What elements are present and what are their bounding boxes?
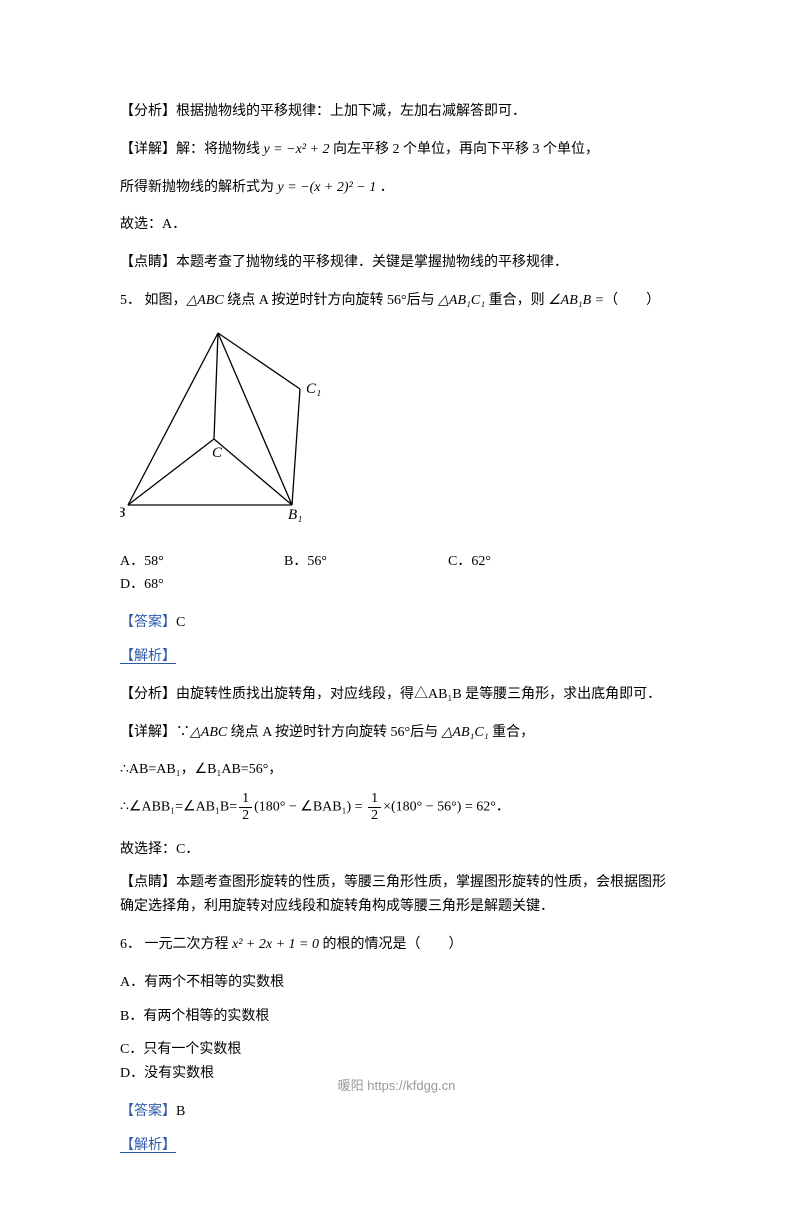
q5-det-abc: △ABC	[190, 725, 227, 740]
conclude-text: 故选：A．	[120, 217, 186, 232]
point-label2: 【点睛】	[120, 875, 176, 890]
q5-post: （ ）	[604, 293, 660, 308]
q5-num: 5．	[120, 293, 141, 308]
point-label: 【点睛】	[120, 255, 176, 270]
conclude-line: 故选：A．	[120, 213, 673, 237]
result-eq: y = −(x + 2)² − 1	[278, 180, 377, 195]
q5-mid2: 重合，则	[485, 293, 548, 308]
q5-optB: B．56°	[284, 550, 448, 574]
q5-l3-pre: ∴∠ABB₁=∠AB₁B=	[120, 800, 237, 815]
detail-label: 【详解】	[120, 142, 176, 157]
answer-label2: 【答案】	[120, 1104, 176, 1119]
q6-optB: B．有两个相等的实数根	[120, 1005, 400, 1029]
q6-post: 的根的情况是（ ）	[319, 937, 463, 952]
analysis-label2: 【分析】	[120, 687, 176, 702]
q5-line2-text: ∴AB=AB₁，∠B₁AB=56°，	[120, 762, 282, 777]
q5-line2: ∴AB=AB₁，∠B₁AB=56°，	[120, 758, 673, 782]
result-pre: 所得新抛物线的解析式为	[120, 180, 278, 195]
svg-text:C₁: C₁	[306, 381, 321, 397]
svg-text:A: A	[213, 327, 224, 331]
frac-half-1: 12	[239, 792, 252, 823]
q6-answer-val: B	[176, 1104, 185, 1119]
q5-l3-mid: (180° − ∠BAB₁) =	[254, 800, 366, 815]
q5-point: 【点睛】本题考查图形旋转的性质，等腰三角形性质，掌握图形旋转的性质，会根据图形确…	[120, 871, 673, 919]
footer-text: 暖阳 https://kfdgg.cn	[338, 1078, 456, 1093]
detail-eq: y = −x² + 2	[264, 142, 330, 157]
svg-text:C: C	[212, 445, 223, 461]
q5-l3-post: ．	[496, 800, 510, 815]
q6-eq: x² + 2x + 1 = 0	[232, 937, 319, 952]
q5-det-pre: ∵	[176, 725, 190, 740]
q5-answer-val: C	[176, 615, 185, 630]
q5-optA: A．58°	[120, 550, 284, 574]
q5-angle: ∠AB₁B =	[548, 293, 604, 308]
q5-options: A．58° B．56° C．62° D．68°	[120, 550, 673, 598]
q5-l3-mid2: ×(180° − 56°) = 62°	[383, 800, 496, 815]
detail-block: 【详解】解：将抛物线 y = −x² + 2 向左平移 2 个单位，再向下平移 …	[120, 138, 673, 162]
detail-text-post: 向左平移 2 个单位，再向下平移 3 个单位，	[329, 142, 599, 157]
q6-jiexi: 【解析】	[120, 1134, 673, 1158]
q5-stem: 5． 如图，△ABC 绕点 A 按逆时针方向旋转 56°后与 △AB₁C₁ 重合…	[120, 289, 673, 313]
answer-label: 【答案】	[120, 615, 176, 630]
q5-conc-text: 故选择：C．	[120, 842, 199, 857]
jiexi-label2: 【解析】	[120, 1138, 176, 1153]
frac-half-2: 12	[368, 792, 381, 823]
analysis-label: 【分析】	[120, 104, 176, 119]
q5-pre: 如图，	[145, 293, 187, 308]
q5-det-post: 重合，	[489, 725, 535, 740]
q5-abc: △ABC	[187, 293, 224, 308]
q5-jiexi: 【解析】	[120, 645, 673, 669]
q5-detail: 【详解】∵△ABC 绕点 A 按逆时针方向旋转 56°后与 △AB₁C₁ 重合，	[120, 721, 673, 745]
triangle-svg: A B B₁ C C₁	[120, 327, 330, 527]
analysis-block: 【分析】根据抛物线的平移规律：上加下减，左加右减解答即可．	[120, 100, 673, 124]
q5-tri2: △AB₁C₁	[438, 293, 485, 308]
q5-mid: 绕点 A 按逆时针方向旋转 56°后与	[224, 293, 438, 308]
q5-det-tri2: △AB₁C₁	[442, 725, 489, 740]
q5-optC: C．62°	[448, 550, 612, 574]
q5-analysis: 【分析】由旋转性质找出旋转角，对应线段，得△AB₁B 是等腰三角形，求出底角即可…	[120, 683, 673, 707]
q6-num: 6．	[120, 937, 141, 952]
analysis-text: 根据抛物线的平移规律：上加下减，左加右减解答即可．	[176, 104, 526, 119]
q5-det-mid: 绕点 A 按逆时针方向旋转 56°后与	[227, 725, 441, 740]
q5-analysis-text: 由旋转性质找出旋转角，对应线段，得△AB₁B 是等腰三角形，求出底角即可．	[176, 687, 661, 702]
q5-line3: ∴∠ABB₁=∠AB₁B=12(180° − ∠BAB₁) = 12×(180°…	[120, 792, 673, 824]
q5-diagram: A B B₁ C C₁	[120, 327, 673, 536]
q5-answer: 【答案】C	[120, 611, 673, 635]
q6-stem: 6． 一元二次方程 x² + 2x + 1 = 0 的根的情况是（ ）	[120, 933, 673, 957]
q5-point-text: 本题考查图形旋转的性质，等腰三角形性质，掌握图形旋转的性质，会根据图形确定选择角…	[120, 875, 666, 914]
detail-label2: 【详解】	[120, 725, 176, 740]
page-content: 【分析】根据抛物线的平移规律：上加下减，左加右减解答即可． 【详解】解：将抛物线…	[0, 0, 793, 1232]
page-footer: 暖阳 https://kfdgg.cn	[0, 1075, 793, 1094]
detail-text-pre: 解：将抛物线	[176, 142, 264, 157]
q5-conclude: 故选择：C．	[120, 838, 673, 862]
q6-pre: 一元二次方程	[145, 937, 233, 952]
q6-optA: A．有两个不相等的实数根	[120, 971, 400, 995]
q6-optC: C．只有一个实数根	[120, 1038, 400, 1062]
svg-text:B₁: B₁	[288, 507, 302, 523]
result-post: ．	[376, 180, 394, 195]
point-text: 本题考查了抛物线的平移规律．关键是掌握抛物线的平移规律．	[176, 255, 568, 270]
jiexi-label: 【解析】	[120, 649, 176, 664]
q5-optD: D．68°	[120, 573, 284, 597]
q6-options: A．有两个不相等的实数根 B．有两个相等的实数根 C．只有一个实数根 D．没有实…	[120, 971, 673, 1086]
point-block: 【点睛】本题考查了抛物线的平移规律．关键是掌握抛物线的平移规律．	[120, 251, 673, 275]
q6-answer: 【答案】B	[120, 1100, 673, 1124]
result-line: 所得新抛物线的解析式为 y = −(x + 2)² − 1 ．	[120, 176, 673, 200]
svg-text:B: B	[120, 505, 125, 521]
